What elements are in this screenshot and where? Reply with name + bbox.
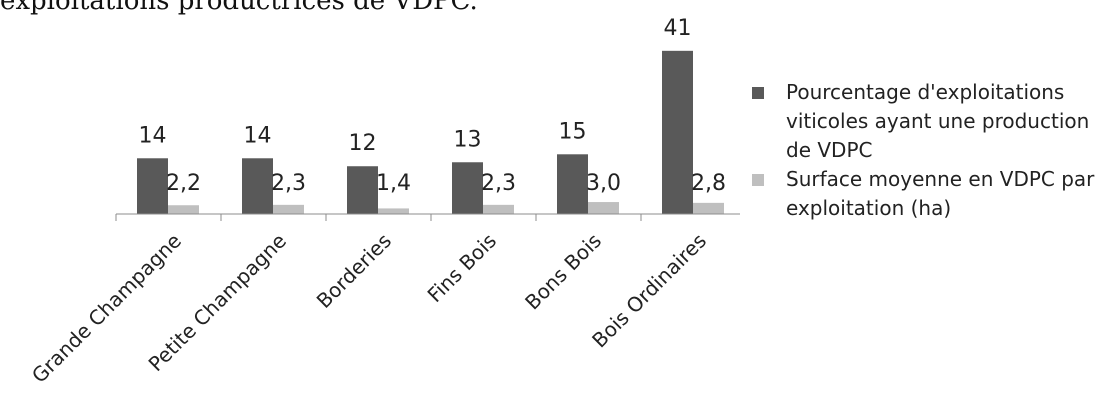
data-label-percentage: 13	[454, 127, 482, 152]
legend-item-surface: Surface moyenne en VDPC par exploitation…	[752, 165, 1102, 223]
category-label: Bons Bois	[520, 229, 606, 315]
bar-surface	[273, 204, 304, 214]
data-label-percentage: 14	[139, 123, 167, 148]
bar-percentage	[347, 166, 378, 214]
bar-surface	[378, 208, 409, 214]
legend-label-surface: Surface moyenne en VDPC par exploitation…	[786, 167, 1095, 220]
legend-item-percentage: Pourcentage d'exploitations viticoles ay…	[752, 78, 1102, 165]
intro-text: exploitations productrices de VDPC.	[0, 0, 478, 16]
data-label-percentage: 15	[559, 119, 587, 144]
legend-swatch-percentage	[752, 87, 764, 99]
category-label: Fins Bois	[423, 229, 501, 307]
bar-percentage	[452, 162, 483, 214]
legend-swatch-surface	[752, 174, 764, 186]
category-label: Bois Ordinaires	[587, 229, 711, 353]
data-label-surface: 2,8	[691, 171, 726, 196]
bar-surface	[588, 202, 619, 214]
bar-percentage	[242, 158, 273, 214]
bar-percentage	[662, 50, 693, 214]
bar-percentage	[137, 158, 168, 214]
data-label-surface: 2,3	[271, 171, 306, 196]
bar-surface	[693, 202, 724, 214]
data-label-surface: 2,3	[481, 171, 516, 196]
bar-surface	[168, 205, 199, 214]
data-label-percentage: 12	[349, 131, 377, 156]
bar-percentage	[557, 154, 588, 214]
category-label: Borderies	[312, 229, 396, 313]
bar-surface	[483, 204, 514, 214]
data-label-percentage: 14	[244, 123, 272, 148]
data-label-surface: 1,4	[376, 171, 411, 196]
legend-label-percentage: Pourcentage d'exploitations viticoles ay…	[786, 80, 1090, 162]
chart-legend: Pourcentage d'exploitations viticoles ay…	[752, 78, 1102, 223]
data-label-surface: 3,0	[586, 171, 621, 196]
data-label-surface: 2,2	[166, 171, 201, 196]
data-label-percentage: 41	[664, 16, 692, 41]
